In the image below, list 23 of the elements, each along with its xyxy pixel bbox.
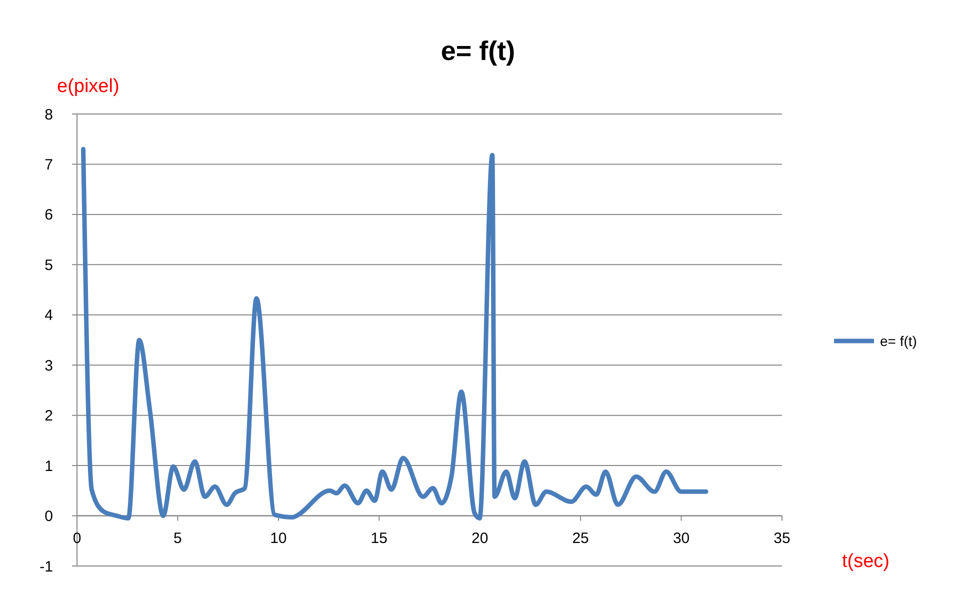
x-tick-label: 20 bbox=[472, 530, 488, 547]
y-tick-label: 0 bbox=[44, 508, 53, 526]
y-tick-label: 4 bbox=[44, 307, 53, 324]
x-tick-label: 0 bbox=[72, 530, 82, 547]
y-axis-title: e(pixel) bbox=[57, 76, 120, 97]
y-tick-label: 8 bbox=[44, 106, 53, 124]
x-tick-label: 35 bbox=[774, 530, 790, 547]
y-tick-label: 2 bbox=[44, 408, 53, 425]
x-tick-label: 10 bbox=[270, 530, 287, 547]
y-tick-label: 5 bbox=[44, 256, 53, 274]
x-tick-label: 30 bbox=[672, 530, 690, 547]
line-series bbox=[80, 146, 708, 521]
legend-label: e= f(t) bbox=[880, 332, 917, 349]
y-tick-label: -1 bbox=[40, 558, 53, 576]
y-tick-label: 3 bbox=[44, 357, 53, 374]
x-tick-label: 15 bbox=[370, 530, 388, 547]
y-tick-label: 7 bbox=[44, 156, 53, 174]
y-tick-label: 6 bbox=[44, 206, 53, 224]
x-tick-label: 25 bbox=[572, 530, 589, 547]
y-tick-label: 1 bbox=[44, 458, 53, 475]
x-axis-title: t(sec) bbox=[842, 551, 890, 572]
x-tick-label: 5 bbox=[174, 530, 182, 547]
chart-title: e= f(t) bbox=[440, 36, 516, 66]
